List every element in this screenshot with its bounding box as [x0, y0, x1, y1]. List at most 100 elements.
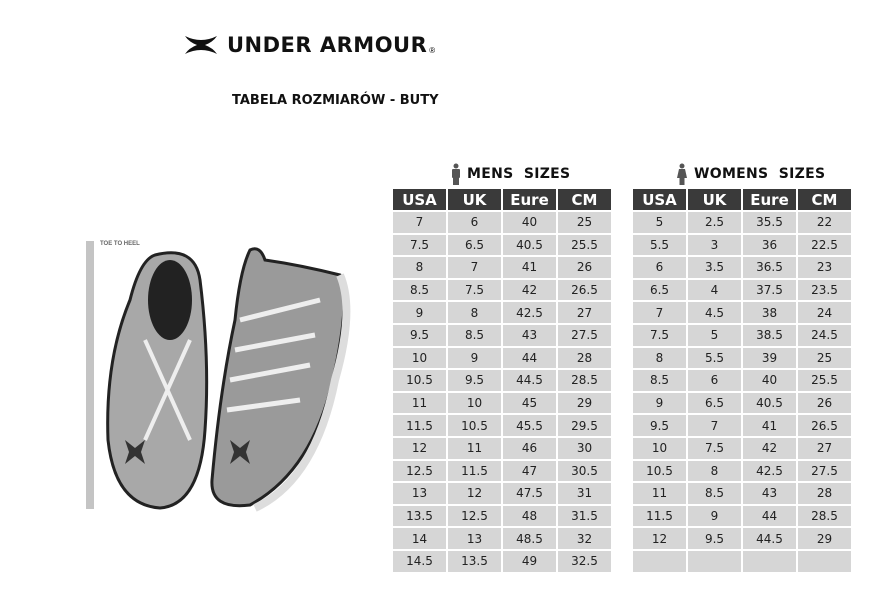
size-cell: 43 — [743, 483, 796, 504]
shoe-top-view — [106, 251, 209, 510]
size-cell: 25.5 — [558, 234, 611, 256]
size-cell: 8 — [633, 347, 686, 369]
size-cell: 7.5 — [448, 279, 501, 301]
table-row: 12.5 11.5 47 30.5 — [393, 460, 611, 482]
size-cell: 10 — [633, 437, 686, 459]
size-cell: 7 — [448, 257, 501, 278]
size-cell: 12 — [393, 437, 446, 459]
size-cell: 28.5 — [558, 370, 611, 391]
shoe-side-view — [210, 247, 351, 512]
size-cell: 12.5 — [448, 505, 501, 527]
table-row: 5.5 3 36 22.5 — [633, 234, 851, 256]
size-cell: 8.5 — [393, 279, 446, 301]
size-cell: 10 — [448, 392, 501, 414]
size-cell: 48 — [503, 505, 556, 527]
size-cell: 41 — [743, 415, 796, 436]
table-row: 10.5 9.5 44.5 28.5 — [393, 370, 611, 391]
table-row: 9.5 8.5 43 27.5 — [393, 324, 611, 346]
size-cell: 29.5 — [558, 415, 611, 436]
size-cell: 11 — [633, 483, 686, 504]
table-row: 8.5 6 40 25.5 — [633, 370, 851, 391]
size-cell: 13.5 — [393, 505, 446, 527]
column-header-eure: Eure — [503, 189, 556, 210]
size-cell: 28 — [558, 347, 611, 369]
table-row: 9 6.5 40.5 26 — [633, 392, 851, 414]
size-cell: 8.5 — [633, 370, 686, 391]
size-cell: 42.5 — [743, 460, 796, 482]
size-cell: 6 — [448, 212, 501, 233]
header-row: USA UK Eure CM — [633, 189, 851, 210]
size-cell: 6.5 — [633, 279, 686, 301]
size-cell: 9 — [448, 347, 501, 369]
table-row: 14 13 48.5 32 — [393, 528, 611, 549]
size-cell: 42 — [503, 279, 556, 301]
size-cell: 9.5 — [448, 370, 501, 391]
size-cell: 25 — [558, 212, 611, 233]
under-armour-logo-icon — [185, 36, 217, 54]
size-cell: 11.5 — [393, 415, 446, 436]
table-row: 12 9.5 44.5 29 — [633, 528, 851, 549]
column-header-usa: USA — [393, 189, 446, 210]
page-title: TABELA ROZMIARÓW - BUTY — [232, 93, 439, 108]
size-cell: 27 — [798, 437, 851, 459]
size-cell: 23 — [798, 257, 851, 278]
size-cell: 45.5 — [503, 415, 556, 436]
table-row: 11.5 9 44 28.5 — [633, 505, 851, 527]
size-cell: 27.5 — [798, 460, 851, 482]
size-cell: 26.5 — [558, 279, 611, 301]
shoe-illustration — [106, 247, 351, 512]
size-cell: 45 — [503, 392, 556, 414]
size-cell: 27.5 — [558, 324, 611, 346]
ruler-label: TOE TO HEEL — [100, 241, 140, 247]
size-cell: 42.5 — [503, 302, 556, 323]
table-row: 8 7 41 26 — [393, 257, 611, 278]
size-cell: 7 — [393, 212, 446, 233]
size-cell: 7.5 — [688, 437, 741, 459]
size-cell: 22.5 — [798, 234, 851, 256]
table-row: 11 10 45 29 — [393, 392, 611, 414]
size-cell: 30 — [558, 437, 611, 459]
table-row: 7.5 5 38.5 24.5 — [633, 324, 851, 346]
mens-sizes-title: MENS SIZES — [467, 166, 571, 182]
size-cell: 38 — [743, 302, 796, 323]
table-row: 9.5 7 41 26.5 — [633, 415, 851, 436]
column-header-cm: CM — [558, 189, 611, 210]
size-cell: 13.5 — [448, 550, 501, 572]
size-cell: 8.5 — [688, 483, 741, 504]
size-cell: 32 — [558, 528, 611, 549]
size-cell: 7 — [633, 302, 686, 323]
size-cell: 38.5 — [743, 324, 796, 346]
table-row: 11 8.5 43 28 — [633, 483, 851, 504]
size-cell: 9 — [633, 392, 686, 414]
size-cell: 6.5 — [448, 234, 501, 256]
size-cell: 31.5 — [558, 505, 611, 527]
size-cell: 12 — [448, 483, 501, 504]
table-row: 7.5 6.5 40.5 25.5 — [393, 234, 611, 256]
size-cell: 14.5 — [393, 550, 446, 572]
size-cell: 23.5 — [798, 279, 851, 301]
size-cell: 35.5 — [743, 212, 796, 233]
size-cell: 24.5 — [798, 324, 851, 346]
size-cell: 44 — [503, 347, 556, 369]
size-cell — [798, 550, 851, 572]
size-cell: 40.5 — [743, 392, 796, 414]
size-cell: 28.5 — [798, 505, 851, 527]
size-cell: 31 — [558, 483, 611, 504]
size-cell: 37.5 — [743, 279, 796, 301]
size-cell: 39 — [743, 347, 796, 369]
size-cell: 4 — [688, 279, 741, 301]
size-cell: 7.5 — [393, 234, 446, 256]
size-cell: 29 — [798, 528, 851, 549]
size-cell — [688, 550, 741, 572]
size-cell: 8.5 — [448, 324, 501, 346]
size-cell: 13 — [393, 483, 446, 504]
size-cell: 32.5 — [558, 550, 611, 572]
table-row: 8.5 7.5 42 26.5 — [393, 279, 611, 301]
table-row: 13.5 12.5 48 31.5 — [393, 505, 611, 527]
table-row: 14.5 13.5 49 32.5 — [393, 550, 611, 572]
size-cell: 29 — [558, 392, 611, 414]
size-cell: 10.5 — [393, 370, 446, 391]
size-cell: 42 — [743, 437, 796, 459]
table-row: 11.5 10.5 45.5 29.5 — [393, 415, 611, 436]
size-cell: 11 — [448, 437, 501, 459]
